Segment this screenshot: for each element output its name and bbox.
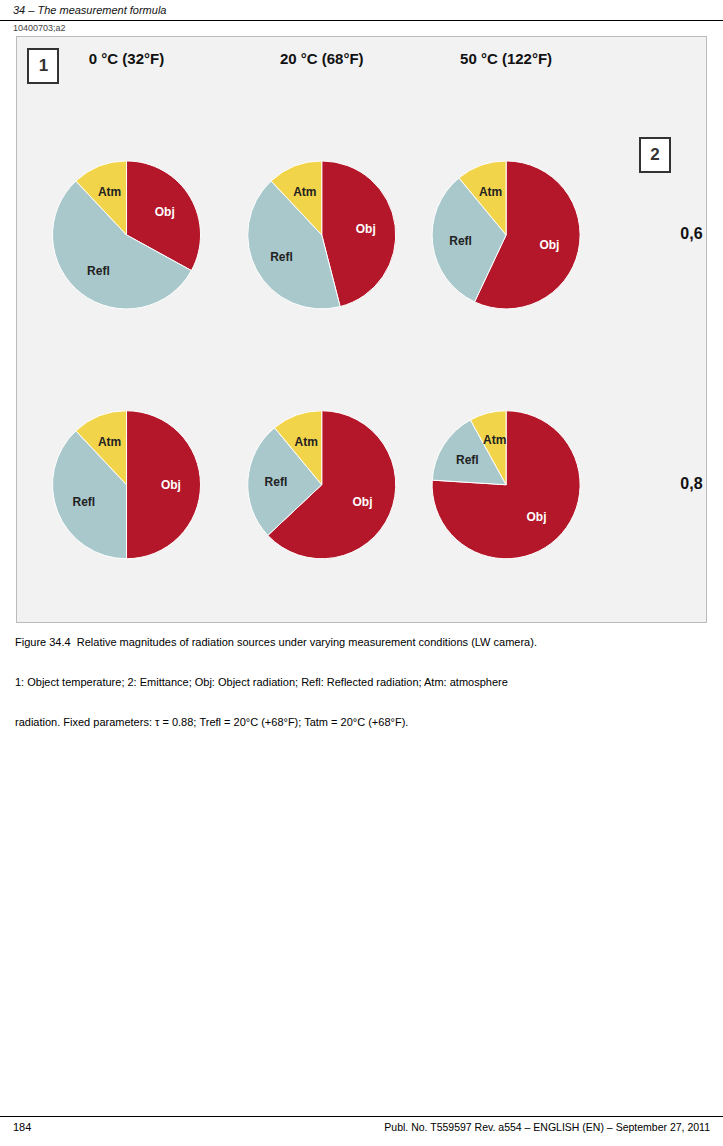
svg-text:Atm: Atm <box>293 185 316 199</box>
svg-text:Refl: Refl <box>265 475 288 489</box>
svg-text:Obj: Obj <box>161 478 181 492</box>
html-text:1: Object temperature; 2: Emit: 1: Object temperature; 2: Emittance; Obj… <box>15 676 508 688</box>
svg-text:Refl: Refl <box>456 453 479 467</box>
html-text:1: 1 <box>38 56 49 75</box>
html-text:Figure 34.4 Relative magnitude: Figure 34.4 Relative magnitudes of radia… <box>15 636 537 648</box>
svg-text:Refl: Refl <box>449 234 472 248</box>
svg-text:Obj: Obj <box>155 205 175 219</box>
svg-text:Obj: Obj <box>526 510 546 524</box>
svg-text:Refl: Refl <box>87 264 110 278</box>
html-text:2: 2 <box>650 145 660 164</box>
html-text:radiation. Fixed parameters: τ: radiation. Fixed parameters: τ = 0.88; T… <box>15 716 409 728</box>
html-text:184: 184 <box>13 1121 32 1133</box>
svg-text:Atm: Atm <box>98 435 121 449</box>
html-text:10400703;a2: 10400703;a2 <box>13 23 66 33</box>
html-text:0,8: 0,8 <box>680 474 703 492</box>
html-text:20 °C (68°F): 20 °C (68°F) <box>279 50 364 67</box>
html-text:50 °C (122°F): 50 °C (122°F) <box>460 50 553 67</box>
svg-text:Atm: Atm <box>483 433 506 447</box>
svg-text:Atm: Atm <box>98 185 121 199</box>
svg-text:Obj: Obj <box>356 222 376 236</box>
svg-text:Atm: Atm <box>479 185 502 199</box>
html-text:Publ. No. T559597 Rev. a554 –: Publ. No. T559597 Rev. a554 – ENGLISH (E… <box>384 1121 710 1133</box>
html-text:34 – The measurement formula: 34 – The measurement formula <box>13 4 167 16</box>
html-text:0 °C (32°F): 0 °C (32°F) <box>88 50 165 67</box>
svg-text:Refl: Refl <box>73 495 96 509</box>
svg-text:Obj: Obj <box>539 238 559 252</box>
html-text:0,6: 0,6 <box>680 224 703 242</box>
svg-text:Obj: Obj <box>352 495 372 509</box>
svg-text:Atm: Atm <box>295 435 318 449</box>
svg-text:Refl: Refl <box>270 250 293 264</box>
